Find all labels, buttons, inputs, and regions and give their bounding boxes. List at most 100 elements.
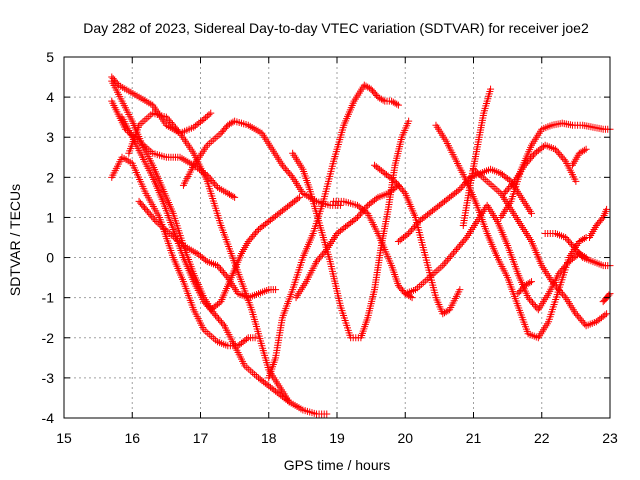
- data-point-marker: [244, 238, 252, 246]
- data-point-marker: [506, 183, 514, 191]
- series-track-4: [108, 77, 331, 418]
- data-point-marker: [216, 265, 224, 273]
- data-point-marker: [556, 287, 564, 295]
- series-track-5: [118, 113, 303, 314]
- data-point-marker: [210, 310, 218, 318]
- data-point-marker: [530, 301, 538, 309]
- data-point-marker: [528, 153, 536, 161]
- x-axis-label: GPS time / hours: [284, 457, 391, 473]
- y-tick-label: 3: [46, 129, 54, 145]
- data-point-marker: [211, 180, 219, 188]
- data-point-marker: [394, 181, 402, 189]
- data-point-marker: [580, 146, 588, 154]
- data-point-marker: [412, 221, 420, 229]
- data-point-marker: [207, 109, 215, 117]
- data-point-marker: [203, 112, 211, 120]
- data-point-marker: [550, 279, 558, 287]
- data-point-marker: [456, 185, 464, 193]
- data-point-marker: [278, 161, 286, 169]
- data-point-marker: [443, 256, 451, 264]
- data-point-marker: [553, 283, 561, 291]
- data-point-marker: [252, 229, 260, 237]
- data-point-marker: [582, 145, 590, 153]
- data-point-marker: [524, 294, 532, 302]
- data-point-marker: [505, 184, 513, 192]
- data-point-marker: [454, 244, 462, 252]
- data-point-marker: [336, 201, 344, 209]
- data-point-marker: [413, 219, 421, 227]
- data-point-marker: [487, 85, 495, 93]
- y-tick-label: 0: [46, 250, 54, 266]
- data-point-marker: [553, 147, 561, 155]
- data-point-marker: [449, 249, 457, 257]
- data-point-marker: [314, 256, 322, 264]
- data-point-marker: [198, 117, 206, 125]
- data-point-marker: [253, 227, 261, 235]
- data-point-marker: [603, 310, 611, 318]
- data-point-marker: [164, 115, 172, 123]
- data-point-marker: [406, 228, 414, 236]
- x-tick-label: 18: [261, 430, 277, 446]
- data-point-marker: [460, 237, 468, 245]
- data-point-marker: [411, 223, 419, 231]
- data-point-marker: [551, 145, 559, 153]
- data-point-marker: [286, 170, 294, 178]
- data-point-marker: [320, 249, 328, 257]
- data-point-marker: [287, 172, 295, 180]
- data-point-marker: [229, 192, 237, 200]
- data-point-marker: [440, 260, 448, 268]
- series-track-16: [432, 121, 590, 342]
- data-point-marker: [317, 252, 325, 260]
- data-point-marker: [557, 152, 565, 160]
- data-point-marker: [362, 208, 370, 216]
- x-tick-label: 22: [534, 430, 550, 446]
- data-point-marker: [251, 334, 259, 342]
- data-point-marker: [458, 239, 466, 247]
- data-point-marker: [405, 117, 413, 125]
- data-point-marker: [243, 335, 251, 343]
- data-point-marker: [283, 166, 291, 174]
- data-point-marker: [408, 294, 416, 302]
- data-point-marker: [355, 212, 363, 220]
- data-point-marker: [143, 207, 151, 215]
- data-point-marker: [142, 205, 150, 213]
- data-point-marker: [457, 184, 465, 192]
- data-point-marker: [526, 295, 534, 303]
- data-point-marker: [555, 270, 563, 278]
- data-point-marker: [559, 290, 567, 298]
- data-point-marker: [285, 398, 293, 406]
- x-tick-label: 20: [397, 430, 413, 446]
- data-point-marker: [281, 165, 289, 173]
- y-tick-label: -2: [42, 330, 55, 346]
- data-point-marker: [217, 318, 225, 326]
- data-point-marker: [522, 160, 530, 168]
- data-point-marker: [524, 158, 532, 166]
- data-point-marker: [451, 247, 459, 255]
- y-tick-label: -4: [42, 410, 55, 426]
- series-track-7: [135, 197, 280, 302]
- data-point-marker: [212, 311, 220, 319]
- data-point-marker: [403, 231, 411, 239]
- data-point-marker: [394, 101, 402, 109]
- data-point-marker: [391, 177, 399, 185]
- data-point-marker: [505, 176, 513, 184]
- series-track-8: [179, 117, 344, 209]
- data-point-marker: [575, 313, 583, 321]
- data-point-marker: [372, 195, 380, 203]
- data-point-marker: [528, 278, 536, 286]
- data-point-marker: [295, 193, 303, 201]
- data-point-marker: [167, 119, 175, 127]
- data-point-marker: [313, 258, 321, 266]
- data-point-marker: [457, 240, 465, 248]
- data-point-marker: [448, 251, 456, 259]
- y-tick-label: 4: [46, 89, 54, 105]
- data-point-marker: [529, 151, 537, 159]
- data-point-marker: [551, 281, 559, 289]
- data-point-marker: [356, 210, 364, 218]
- data-point-marker: [554, 285, 562, 293]
- series-track-11: [289, 117, 413, 342]
- data-point-marker: [409, 224, 417, 232]
- data-point-marker: [215, 299, 223, 307]
